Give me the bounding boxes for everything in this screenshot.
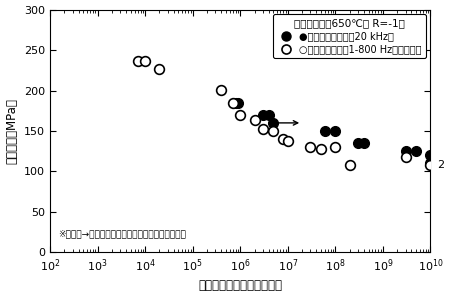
Legend: ●：本研究の結果（20 kHz）, ○：比較データ（1-800 Hz，小林ら）: ●：本研究の結果（20 kHz）, ○：比較データ（1-800 Hz，小林ら） (273, 14, 426, 58)
Text: 2: 2 (437, 160, 445, 170)
X-axis label: 破断までの繰返し数（回）: 破断までの繰返し数（回） (198, 280, 282, 292)
Text: ※矢印（→）付のプロット点は壊れなかった試験片: ※矢印（→）付のプロット点は壊れなかった試験片 (58, 229, 185, 238)
Y-axis label: 応力振幅（MPa）: 応力振幅（MPa） (5, 98, 18, 164)
